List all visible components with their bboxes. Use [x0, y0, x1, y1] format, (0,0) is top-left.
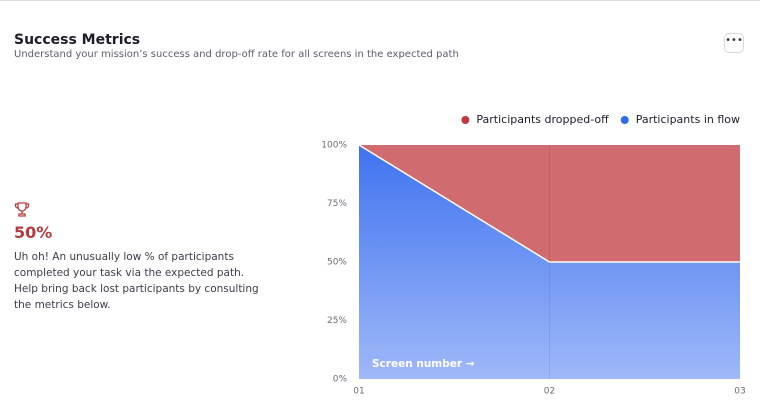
legend-label: Participants in flow: [636, 113, 740, 126]
flow-boundary: [358, 144, 740, 263]
card-title: Success Metrics: [14, 32, 141, 48]
area: [359, 145, 740, 262]
y-tick-label: 75%: [327, 199, 347, 209]
card-subtitle: Understand your mission’s success and dr…: [14, 49, 459, 60]
legend-marker: [461, 116, 470, 124]
y-tick-label: 0%: [333, 375, 348, 385]
x-tick-label: 03: [734, 387, 745, 397]
y-tick-label: 25%: [327, 316, 347, 326]
y-tick-label: 50%: [327, 258, 347, 268]
legend-marker: [620, 116, 629, 124]
metric-message: Uh oh! An unusually low % of participant…: [14, 251, 259, 311]
x-tick-label: 02: [544, 387, 555, 397]
trophy-icon: [14, 202, 30, 217]
x-tick-label: 01: [353, 387, 364, 397]
y-tick-label: 100%: [321, 141, 347, 151]
more-menu[interactable]: •••: [724, 33, 744, 53]
legend-label: Participants dropped-off: [476, 113, 609, 126]
metric-value: 50%: [14, 223, 53, 242]
annotation: Screen number →: [372, 358, 475, 370]
